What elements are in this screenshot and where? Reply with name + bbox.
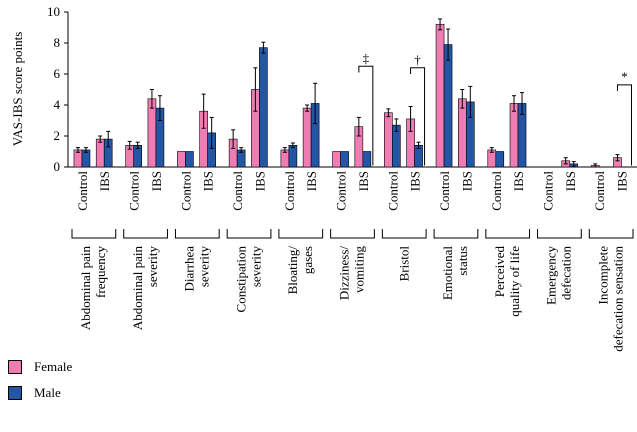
category-label: status xyxy=(455,246,470,276)
category-bracket xyxy=(588,229,634,239)
bar-female-ibs xyxy=(457,98,467,168)
category-label: Bristol xyxy=(396,246,411,282)
category-bracket xyxy=(330,229,375,239)
category-label: severity xyxy=(248,246,263,288)
category-bracket xyxy=(433,229,479,239)
category-label: vomiting xyxy=(352,246,367,293)
significance-bracket xyxy=(616,84,632,166)
x-group-label: Control xyxy=(437,171,452,211)
y-tick-label: 6 xyxy=(54,66,61,81)
category-label: severity xyxy=(197,246,212,288)
legend-swatch-male xyxy=(8,386,22,400)
x-group-label: IBS xyxy=(252,171,267,191)
legend-label-female: Female xyxy=(34,359,73,374)
bar-male-control xyxy=(443,44,453,168)
x-group-label: Control xyxy=(75,171,90,211)
category-bracket xyxy=(278,229,324,239)
category-label: Emotional xyxy=(440,246,455,301)
x-group-label: IBS xyxy=(149,171,164,191)
bar-male-control xyxy=(185,151,194,168)
bar-female-control xyxy=(177,151,186,168)
x-group-label: IBS xyxy=(563,171,578,191)
category-label: Emergency xyxy=(544,246,559,305)
x-group-label: Control xyxy=(230,171,245,211)
category-label: Bloating/ xyxy=(285,246,300,295)
category-label: Constipation xyxy=(233,246,248,313)
category-label: Diarrhea xyxy=(182,246,197,292)
significance-marker: † xyxy=(414,52,421,67)
bar-female-ibs xyxy=(302,107,312,168)
x-group-label: Control xyxy=(334,171,349,211)
category-label: defecation sensation xyxy=(610,246,625,352)
y-axis-label: VAS-IBS score points xyxy=(10,32,25,147)
category-bracket xyxy=(485,229,531,239)
x-group-label: Control xyxy=(489,171,504,211)
category-label: frequency xyxy=(93,246,108,298)
x-group-label: IBS xyxy=(511,171,526,191)
bar-male-control xyxy=(288,145,298,168)
category-label: quality of life xyxy=(507,246,522,317)
significance-marker: * xyxy=(621,69,628,84)
x-group-label: Control xyxy=(592,171,607,211)
legend-item-female: Female xyxy=(8,356,72,378)
legend-item-male: Male xyxy=(8,382,72,404)
x-group-label: IBS xyxy=(201,171,216,191)
x-group-label: IBS xyxy=(459,171,474,191)
category-label: Dizziness/ xyxy=(337,246,352,301)
significance-bracket xyxy=(358,65,374,166)
bar-female-control xyxy=(332,151,341,168)
y-tick-label: 8 xyxy=(54,35,61,50)
x-group-label: IBS xyxy=(356,171,371,191)
y-tick-label: 4 xyxy=(54,97,61,112)
category-bracket xyxy=(123,229,168,239)
category-label: Abdominal pain xyxy=(130,246,145,331)
category-label: Perceived xyxy=(492,246,507,298)
x-group-label: IBS xyxy=(614,171,629,191)
bar-male-ibs xyxy=(259,47,268,168)
legend-label-male: Male xyxy=(34,385,61,400)
bar-male-control xyxy=(340,151,349,168)
y-tick-label: 0 xyxy=(54,159,61,174)
category-label: defecation xyxy=(559,246,574,301)
category-label: severity xyxy=(145,246,160,288)
x-group-label: Control xyxy=(282,171,297,211)
x-group-label: Control xyxy=(385,171,400,211)
legend-swatch-female xyxy=(8,360,22,374)
category-bracket xyxy=(71,229,117,239)
bar-male-ibs xyxy=(362,151,372,168)
bar-female-ibs xyxy=(509,103,519,168)
x-group-label: Control xyxy=(178,171,193,211)
category-label: Incomplete xyxy=(595,246,610,305)
y-tick-label: 2 xyxy=(54,128,61,143)
bar-male-control xyxy=(495,151,505,168)
y-tick-label: 10 xyxy=(47,4,60,19)
category-label: Abdominal pain xyxy=(78,246,93,331)
category-bracket xyxy=(381,229,427,239)
bar-female-ibs xyxy=(95,138,105,168)
bar-female-control xyxy=(384,112,393,168)
x-group-label: IBS xyxy=(97,171,112,191)
x-group-label: Control xyxy=(541,171,556,211)
x-group-label: IBS xyxy=(408,171,423,191)
bar-female-control xyxy=(435,24,445,168)
legend: Female Male xyxy=(8,356,72,408)
category-bracket xyxy=(226,229,272,239)
bar-female-ibs xyxy=(147,98,157,168)
x-group-label: IBS xyxy=(304,171,319,191)
x-group-label: Control xyxy=(127,171,142,211)
category-label: gases xyxy=(300,246,315,274)
significance-marker: ‡ xyxy=(363,50,370,65)
significance-bracket xyxy=(410,67,426,166)
category-bracket xyxy=(537,229,582,239)
category-bracket xyxy=(174,229,220,239)
